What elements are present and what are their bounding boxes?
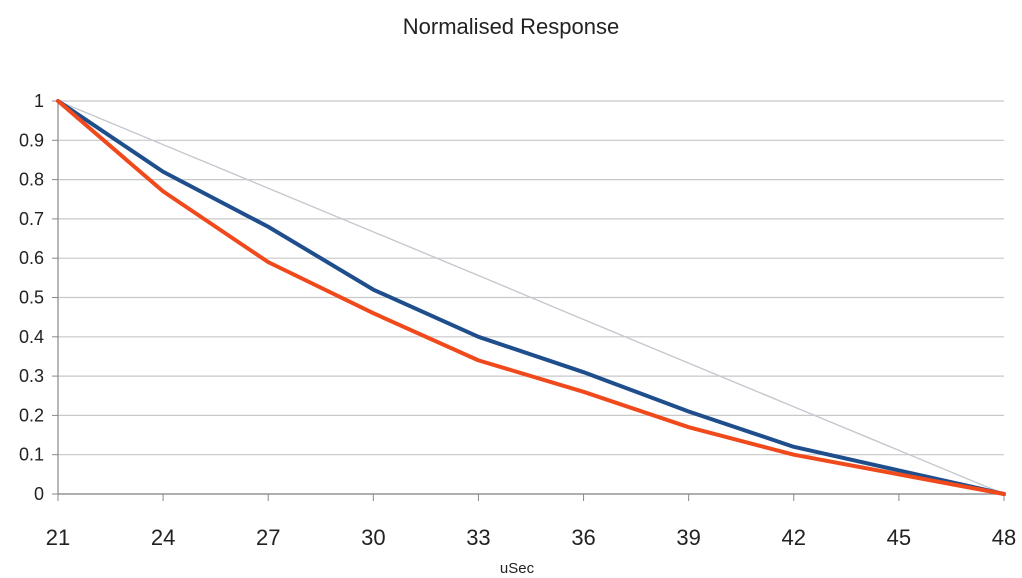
y-tick-label: 0.2: [19, 405, 44, 425]
grid-layer: [58, 100, 1004, 495]
y-tick-label: 0.4: [19, 327, 44, 347]
y-tick-label: 1: [34, 91, 44, 111]
x-tick-label: 27: [256, 525, 280, 550]
x-tick-label: 21: [46, 525, 70, 550]
x-tick-label: 33: [466, 525, 490, 550]
x-tick-label: 36: [571, 525, 595, 550]
y-tick-label: 0.8: [19, 170, 44, 190]
series-line-1: [56, 99, 1006, 496]
y-tick-label: 0.5: [19, 288, 44, 308]
y-tick-label: 0.9: [19, 130, 44, 150]
y-tick-label: 0.3: [19, 366, 44, 386]
x-tick-label: 30: [361, 525, 385, 550]
y-tick-label: 0.1: [19, 445, 44, 465]
x-tick-label: 45: [887, 525, 911, 550]
chart-title: Normalised Response: [402, 14, 620, 39]
y-tick-label: 0: [34, 484, 44, 504]
x-tick-label: 42: [782, 525, 806, 550]
x-axis-label: uSec: [500, 560, 535, 577]
series-line-3: [57, 100, 1005, 495]
axis-layer: [52, 100, 1005, 501]
y-tick-label: 0.6: [19, 248, 44, 268]
y-tick-label: 0.7: [19, 209, 44, 229]
x-tick-label: 24: [151, 525, 175, 550]
x-tick-label: 39: [676, 525, 700, 550]
series-line-2: [56, 99, 1006, 496]
label-layer: 0 0.1 0.2 0.3 0.4 0.5 0.6 0.7 0.8 0.9 1 21 24 27 30 33 3…: [19, 91, 1016, 550]
series-layer: [56, 99, 1006, 496]
x-tick-label: 48: [992, 525, 1016, 550]
